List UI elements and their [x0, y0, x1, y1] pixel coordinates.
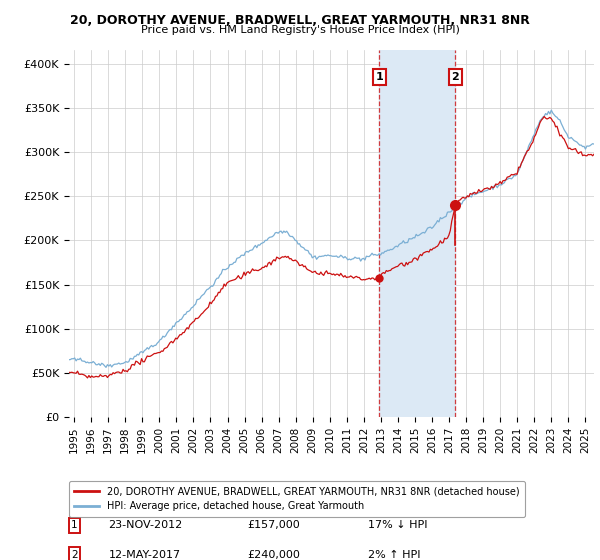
- Text: 1: 1: [376, 72, 383, 82]
- Text: 2: 2: [452, 72, 459, 82]
- Legend: 20, DOROTHY AVENUE, BRADWELL, GREAT YARMOUTH, NR31 8NR (detached house), HPI: Av: 20, DOROTHY AVENUE, BRADWELL, GREAT YARM…: [68, 480, 525, 517]
- Text: Price paid vs. HM Land Registry's House Price Index (HPI): Price paid vs. HM Land Registry's House …: [140, 25, 460, 35]
- Text: 23-NOV-2012: 23-NOV-2012: [109, 520, 182, 530]
- Text: 2: 2: [71, 550, 77, 560]
- Text: 2% ↑ HPI: 2% ↑ HPI: [368, 550, 421, 560]
- Text: 1: 1: [71, 520, 77, 530]
- Text: 20, DOROTHY AVENUE, BRADWELL, GREAT YARMOUTH, NR31 8NR: 20, DOROTHY AVENUE, BRADWELL, GREAT YARM…: [70, 14, 530, 27]
- Text: £157,000: £157,000: [248, 520, 300, 530]
- Text: £240,000: £240,000: [248, 550, 301, 560]
- Text: 12-MAY-2017: 12-MAY-2017: [109, 550, 181, 560]
- Text: 17% ↓ HPI: 17% ↓ HPI: [368, 520, 428, 530]
- Bar: [379, 50, 455, 417]
